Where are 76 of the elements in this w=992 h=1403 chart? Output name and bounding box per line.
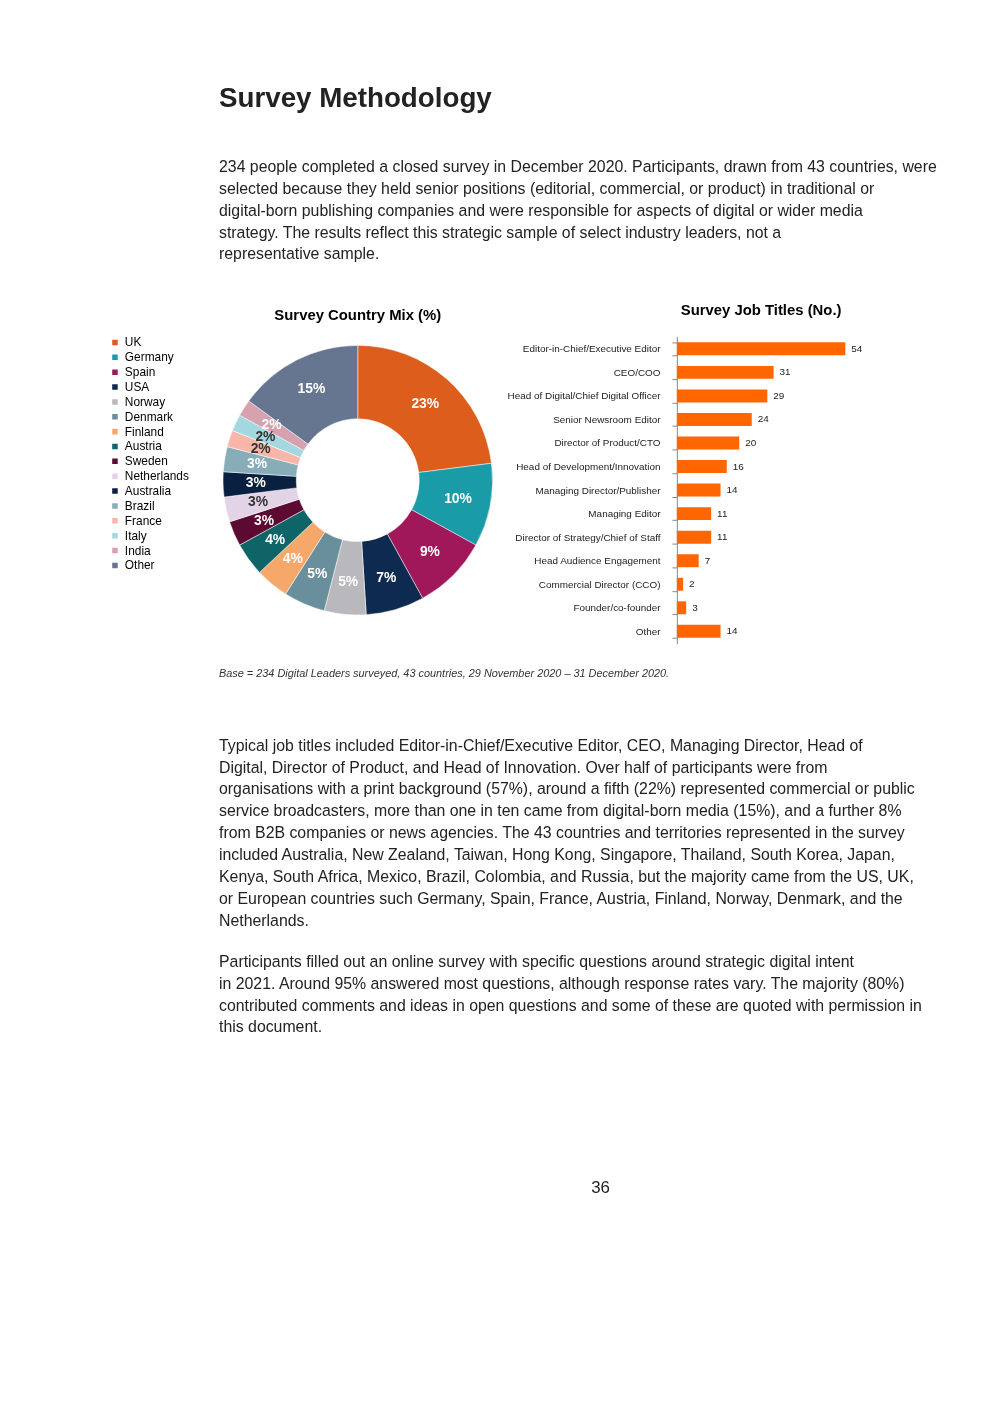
chart-title: Survey Job Titles (No.) bbox=[680, 301, 842, 318]
y-tick-label: Head of Digital/Chief Digital Officer bbox=[507, 390, 662, 402]
y-tick-label: Senior Newsroom Editor bbox=[553, 413, 662, 425]
text: Base = 234 Digital Leaders surveyed, 43 countries, 29 November 2020 – 31 December 2020. bbox=[219, 667, 670, 680]
bar bbox=[676, 577, 684, 591]
legend-label: Finland bbox=[124, 424, 164, 439]
legend-label: Other bbox=[124, 558, 155, 573]
data-label: 5% bbox=[338, 572, 359, 589]
legend-label: Italy bbox=[124, 528, 147, 543]
data-label: 4% bbox=[265, 531, 286, 548]
bar bbox=[676, 624, 721, 638]
text: Survey Methodology bbox=[219, 81, 493, 113]
data-label: 11 bbox=[717, 531, 728, 543]
legend-label: Brazil bbox=[124, 498, 155, 513]
data-label: 3 bbox=[692, 601, 699, 613]
data-label: 31 bbox=[779, 366, 792, 378]
y-tick-label: Head of Development/Innovation bbox=[516, 461, 661, 473]
chart-title: Survey Country Mix (%) bbox=[274, 306, 442, 323]
y-tick-label: Head Audience Engagement bbox=[534, 555, 661, 567]
legend-label: Germany bbox=[124, 350, 174, 365]
data-label: 11 bbox=[717, 507, 728, 519]
legend-label: UK bbox=[124, 335, 142, 350]
text: 234 people completed a closed survey in December 2020. Participants, drawn from 43 countries, were selected because they held senior positions (editorial, commercial, or product) in traditional or digital-born publishing companies and were responsible for aspects of digital or wider media strategy. The results reflect this strategic sample of select industry leaders, not a representative sample. bbox=[219, 157, 937, 263]
bar bbox=[676, 483, 721, 497]
data-label: 2 bbox=[689, 578, 696, 590]
data-label: 16 bbox=[732, 460, 745, 472]
data-label: 14 bbox=[726, 625, 738, 637]
data-label: 15% bbox=[297, 380, 326, 397]
bar bbox=[676, 601, 687, 615]
data-label: 7 bbox=[704, 554, 711, 566]
data-label: 10% bbox=[444, 490, 472, 507]
data-label: 3% bbox=[245, 474, 266, 491]
bar bbox=[676, 436, 740, 450]
legend-label: France bbox=[124, 513, 163, 528]
legend-label: Netherlands bbox=[124, 469, 189, 484]
data-label: 24 bbox=[757, 413, 770, 425]
legend-label: India bbox=[124, 543, 152, 558]
data-label: 9% bbox=[419, 543, 440, 560]
data-label: 4% bbox=[282, 549, 303, 566]
y-tick-label: Commercial Director (CCO) bbox=[538, 578, 661, 590]
bar bbox=[676, 530, 712, 544]
legend-label: Norway bbox=[124, 394, 166, 409]
data-label: 14 bbox=[726, 484, 738, 496]
bar bbox=[676, 342, 846, 356]
y-tick-label: Founder/co-founder bbox=[573, 602, 662, 614]
data-label: 3% bbox=[246, 455, 267, 472]
y-tick-label: Director of Product/CTO bbox=[554, 437, 661, 449]
data-label: 3% bbox=[254, 511, 275, 528]
y-tick-label: Director of Strategy/Chief of Staff bbox=[515, 531, 661, 543]
text: Participants filled out an online survey with specific questions around strategic digital intent in 2021. Around 95% answered most questions, although response rates vary. The majority (80%) contributed comments and ideas in open questions and some of these are quoted with permission in this document. bbox=[219, 952, 922, 1036]
data-label: 29 bbox=[773, 389, 785, 401]
y-tick-label: CEO/COO bbox=[613, 366, 661, 378]
y-tick-label: Managing Director/Publisher bbox=[535, 484, 662, 496]
legend-label: USA bbox=[124, 379, 150, 394]
bar bbox=[676, 389, 768, 403]
bar bbox=[676, 365, 774, 379]
legend-label: Spain bbox=[124, 365, 156, 380]
y-tick-label: Managing Editor bbox=[588, 508, 662, 520]
legend-label: Sweden bbox=[124, 454, 168, 469]
data-label: 20 bbox=[745, 436, 757, 448]
data-label: 23% bbox=[411, 394, 440, 411]
y-tick-label: Editor-in-Chief/Executive Editor bbox=[522, 343, 662, 355]
legend-label: Denmark bbox=[124, 409, 174, 424]
data-label: 3% bbox=[248, 493, 269, 510]
data-label: 7% bbox=[376, 569, 397, 586]
data-label: 54 bbox=[851, 342, 863, 354]
bar bbox=[676, 554, 699, 568]
bar bbox=[676, 507, 712, 521]
data-label: 5% bbox=[307, 564, 328, 581]
text: 36 bbox=[591, 1177, 610, 1197]
legend-label: Austria bbox=[124, 439, 163, 454]
y-tick-label: Other bbox=[635, 625, 662, 637]
bar bbox=[676, 460, 727, 474]
text: Typical job titles included Editor-in-Chief/Executive Editor, CEO, Managing Director, Head of Digital, Director of Product, and Head of Innovation. Over half of participants were from organisations with a print background (57%), around a fifth (22%) represented commercial or public service broadcasters, more than one in ten came from digital-born media (15%), and a further 8% from B2B companies or news agencies. The 43 countries and territories represented in the survey included Australia, New Zealand, Taiwan, Hong Kong, Singapore, Thailand, South Korea, Japan, Kenya, South Africa, Mexico, Brazil, Colombia, and Russia, but the majority came from the US, UK, or European countries such Germany, Spain, France, Austria, Finland, Norway, Denmark, and the Netherlands. bbox=[219, 736, 915, 929]
bar bbox=[676, 412, 752, 426]
legend-label: Australia bbox=[124, 484, 172, 499]
